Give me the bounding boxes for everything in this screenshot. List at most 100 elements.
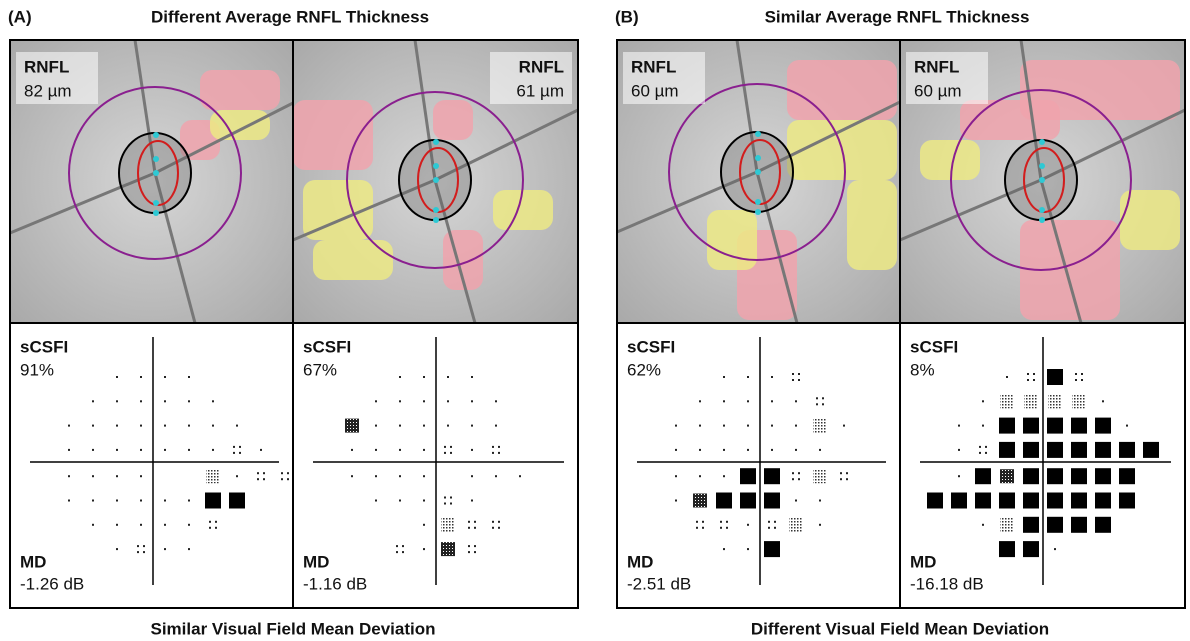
vf-dot [116,448,118,451]
rnfl-defect [1020,220,1120,320]
vf-black [975,492,991,509]
vf-dot [447,376,449,378]
vf-hatch [813,418,827,433]
rnfl-label: RNFL [631,57,676,76]
landmark [1039,163,1045,169]
landmark [153,132,159,138]
vf-dot [140,424,142,427]
vf-dot [396,551,398,554]
vf-dot [140,448,142,451]
vf-dot [1054,548,1056,551]
vf-black [740,492,756,509]
fundus-image: RNFL 60 µm [616,39,901,324]
vf-black [1095,417,1111,434]
vf-black [975,468,991,485]
vf-dot [257,472,259,475]
vf-dot [423,475,425,478]
vf-dot [846,472,848,475]
vf-dot [402,545,404,548]
vf-dot [819,499,821,502]
label-box [623,52,705,104]
rnfl-defect [303,180,373,240]
vf-dot [498,526,500,529]
vf-dot [375,424,377,427]
vf-dot [958,475,960,478]
scsfi-label: sCSFI [910,337,958,356]
vf-dot [281,472,283,475]
vf-black [1023,492,1039,509]
vessel [292,178,436,242]
vf-black [951,492,967,509]
vf-dot [239,445,241,448]
vf-dot [444,445,446,448]
vf-dot [792,472,794,475]
fundus-image: RNFL 82 µm [9,39,294,324]
md-value: -2.51 dB [627,574,691,593]
vf-dot [188,400,190,403]
vf-dot [958,448,960,451]
vf-dot [492,451,494,454]
landmark [433,177,439,183]
vf-dot [468,520,470,523]
vf-dot [188,523,190,526]
vf-dot [768,520,770,523]
vf-dot [699,448,701,451]
vf-dot [696,526,698,529]
vf-dot [982,424,984,427]
vf-dot [474,551,476,554]
vf-dot [498,445,500,448]
vf-dot [375,499,377,502]
vf-black [999,417,1015,434]
vf-dot [699,400,701,403]
vf-dot [1081,379,1083,381]
vf-dot [140,475,142,478]
vf-black [1047,468,1063,485]
vf-dot [444,451,446,454]
vf-dot [444,502,446,505]
vf-dot [116,400,118,403]
vf-dot [816,397,818,400]
md-label: MD [910,552,936,571]
vf-dot [720,520,722,523]
vf-black [927,492,943,509]
vf-dot [351,448,353,451]
vf-dot [164,448,166,451]
vf-dot [675,499,677,502]
vf-dot [116,523,118,526]
vf-dot [819,448,821,451]
vf-dot [212,400,214,403]
md-value: -16.18 dB [910,574,984,593]
vf-black [205,492,221,509]
vf-dot [474,526,476,529]
vf-dot [979,445,981,448]
vf-dot [423,448,425,451]
vf-dot [375,475,377,478]
vf-dot [164,400,166,403]
vf-dot [260,448,262,451]
vf-black [229,492,245,509]
md-label: MD [627,552,653,571]
vf-dot [819,523,821,526]
vf-dot [1027,373,1029,375]
label-box [906,52,988,104]
vessel [616,170,758,234]
landmark [1039,207,1045,213]
vessel [434,108,579,182]
vf-dot [212,448,214,451]
vf-dot [423,499,425,502]
vf-dot [747,448,749,451]
vf-dot [281,478,283,481]
vf-dot [239,451,241,454]
vf-dot [423,400,425,403]
vf-dot [68,499,70,502]
vf-dot [143,551,145,554]
vf-hatch [1048,394,1062,409]
vf-dot [474,545,476,548]
scsfi-label: sCSFI [303,337,351,356]
vf-dot [423,548,425,551]
vf-dot [233,451,235,454]
vf-dot [92,499,94,502]
vf-hatch [441,517,455,532]
vf-dot [92,424,94,427]
vf-dot [768,526,770,529]
